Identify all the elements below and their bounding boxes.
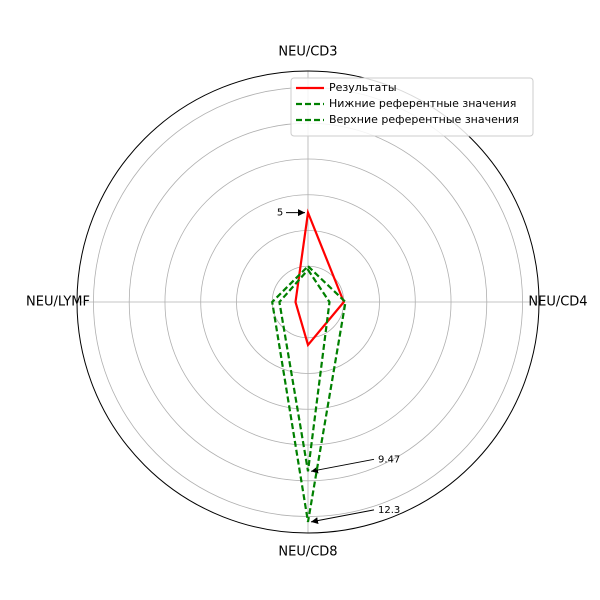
legend-label: Верхние референтные значения [329, 113, 519, 126]
legend-label: Нижние референтные значения [329, 97, 516, 110]
series-line [271, 264, 347, 523]
value-label: 12.3 [378, 505, 400, 516]
category-label: NEU/CD8 [278, 545, 337, 560]
series-line [294, 208, 346, 348]
value-label: 5 [277, 208, 283, 219]
legend: Результаты Нижние референтные значения Вер… [290, 77, 534, 137]
legend-box [290, 77, 534, 137]
annotation-arrow [310, 509, 375, 525]
annotation-arrow [310, 458, 375, 474]
series-line [278, 268, 331, 472]
category-label: NEU/LYMF [26, 295, 90, 310]
value-label: 9.47 [378, 454, 400, 465]
category-label: NEU/CD3 [278, 45, 337, 60]
legend-label: Результаты [329, 81, 397, 94]
outer-frame [76, 70, 540, 534]
category-label: NEU/CD4 [528, 295, 587, 310]
